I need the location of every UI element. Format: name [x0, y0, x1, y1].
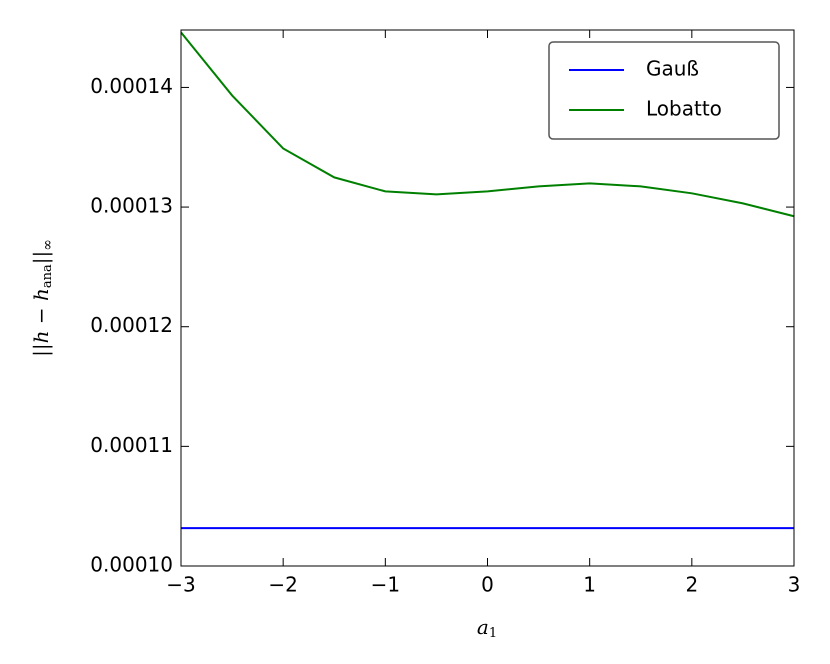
- y-tick-label: 0.00010: [90, 553, 173, 577]
- y-axis-label: ||h − hana||∞: [29, 239, 57, 357]
- y-axis-label-norm: ||: [29, 251, 54, 264]
- y-axis-label-inf: ∞: [40, 239, 56, 251]
- legend-label: Lobatto: [646, 97, 722, 121]
- x-axis-label-sub: 1: [489, 626, 497, 641]
- x-tick-label: −2: [268, 573, 297, 597]
- legend-box: [548, 41, 780, 140]
- x-tick-label: 2: [685, 573, 698, 597]
- x-axis-label: a1: [477, 615, 497, 641]
- x-tick-label: −1: [371, 573, 400, 597]
- x-tick-label: 3: [788, 573, 801, 597]
- y-tick-label: 0.00012: [90, 313, 173, 337]
- data-line: [180, 31, 795, 218]
- y-tick-label: 0.00013: [90, 194, 173, 218]
- legend-label: Gauß: [646, 57, 699, 81]
- y-tick-label: 0.00011: [90, 433, 173, 457]
- x-axis-label-main: a: [477, 615, 489, 639]
- y-axis-label-main: ||h − h: [29, 288, 54, 357]
- x-tick-label: 1: [583, 573, 596, 597]
- x-tick-label: −3: [166, 573, 195, 597]
- y-axis-label-sub: ana: [40, 264, 55, 288]
- y-tick-label: 0.00014: [90, 74, 173, 98]
- x-tick-label: 0: [481, 573, 494, 597]
